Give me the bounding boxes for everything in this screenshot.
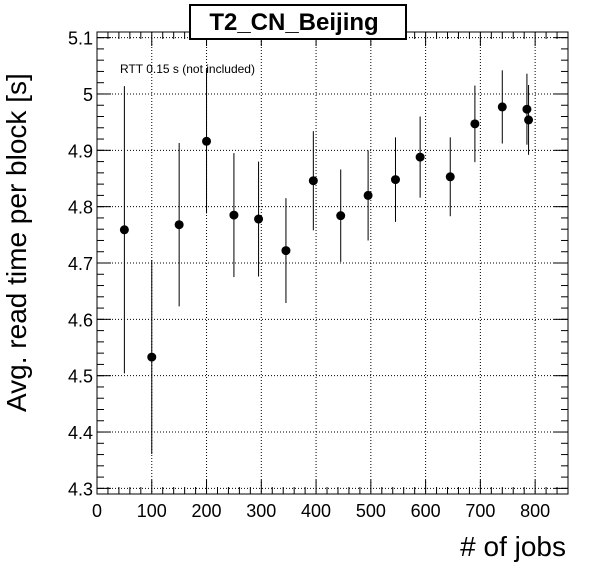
data-point (363, 190, 373, 200)
x-tick-label: 300 (246, 501, 276, 521)
x-tick-label: 400 (301, 501, 331, 521)
data-point (470, 119, 480, 129)
title-box (189, 4, 407, 40)
data-point (119, 225, 129, 235)
y-tick-labels: 4.3 4.4 4.5 4.6 4.7 4.8 4.9 5 5.1 (68, 29, 93, 500)
y-tick-label: 4.8 (68, 198, 93, 218)
y-tick-label: 5 (83, 85, 93, 105)
y-tick-label: 5.1 (68, 29, 93, 49)
x-tick-label: 200 (192, 501, 222, 521)
y-tick-label: 4.4 (68, 423, 93, 443)
x-tick-label: 700 (465, 501, 495, 521)
plot-frame (96, 31, 569, 495)
data-point (445, 172, 455, 182)
x-tick-label: 600 (411, 501, 441, 521)
data-point (308, 176, 318, 186)
data-point (174, 220, 184, 230)
y-tick-label: 4.5 (68, 367, 93, 387)
data-point (147, 352, 157, 362)
data-point (202, 136, 212, 146)
y-tick-label: 4.7 (68, 254, 93, 274)
data-point (281, 246, 291, 256)
data-point (336, 211, 346, 221)
x-tick-label: 500 (356, 501, 386, 521)
chart-title: T2_CN_Beijing (209, 9, 378, 36)
y-tick-label: 4.9 (68, 141, 93, 161)
data-point (415, 152, 425, 162)
data-points (119, 102, 534, 362)
axis-ticks (96, 32, 569, 494)
x-tick-label: 100 (137, 501, 167, 521)
data-point (254, 214, 264, 224)
rtt-annotation: RTT 0.15 s (not included) (120, 62, 255, 76)
x-tick-label: 800 (520, 501, 550, 521)
grid (96, 32, 568, 494)
x-tick-label: 0 (92, 501, 102, 521)
x-tick-labels: 0 100 200 300 400 500 600 700 800 (92, 501, 550, 521)
data-point (522, 104, 532, 114)
data-point (524, 115, 534, 125)
data-point (390, 175, 400, 185)
data-point (229, 210, 239, 220)
y-tick-label: 4.6 (68, 310, 93, 330)
data-point (497, 102, 507, 112)
y-tick-label: 4.3 (68, 479, 93, 499)
error-bars (123, 69, 530, 454)
y-axis-title: Avg. read time per block [s] (1, 73, 32, 412)
x-axis-title: # of jobs (460, 531, 566, 562)
